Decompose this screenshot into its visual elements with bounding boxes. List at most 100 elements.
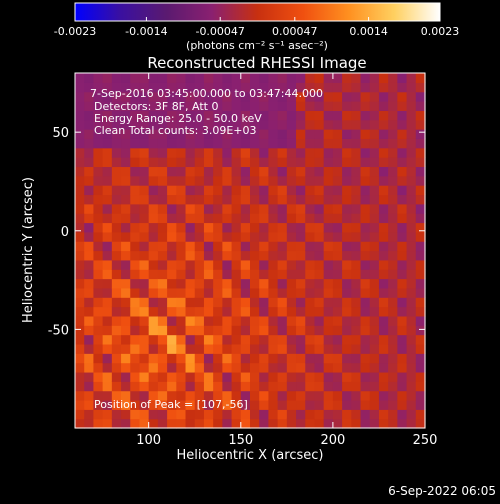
heatmap-cell	[296, 315, 306, 326]
heatmap-cell	[369, 213, 380, 224]
heatmap-cell	[148, 278, 159, 289]
heatmap-cell	[203, 119, 214, 130]
heatmap-cell	[240, 306, 251, 317]
colorbar-tick-label: -0.00047	[195, 25, 244, 38]
heatmap-cell	[185, 222, 196, 233]
heatmap-cell	[305, 194, 316, 205]
heatmap-cell	[222, 91, 233, 102]
heatmap-cell	[130, 371, 141, 382]
heatmap-cell	[213, 287, 223, 298]
heatmap-cell	[157, 269, 168, 280]
heatmap-cell	[323, 390, 334, 401]
heatmap-cell	[148, 101, 159, 111]
heatmap-cell	[176, 91, 187, 102]
heatmap-cell	[185, 213, 196, 224]
heatmap-cell	[323, 222, 334, 233]
heatmap-cell	[148, 166, 159, 177]
heatmap-cell	[222, 399, 233, 410]
heatmap-cell	[369, 203, 380, 214]
heatmap-cell	[222, 390, 233, 401]
heatmap-cell	[121, 241, 131, 252]
heatmap-cell	[176, 203, 187, 214]
heatmap-cell	[130, 203, 141, 214]
heatmap-cell	[323, 325, 334, 336]
heatmap-cell	[84, 101, 95, 111]
heatmap-cell	[222, 334, 233, 345]
heatmap-cell	[121, 399, 131, 410]
heatmap-cell	[75, 203, 85, 214]
heatmap-cell	[185, 418, 196, 429]
heatmap-cell	[213, 147, 223, 158]
heatmap-cell	[378, 185, 389, 196]
heatmap-cell	[388, 409, 398, 420]
heatmap-cell	[231, 250, 242, 261]
heatmap-cell	[203, 213, 214, 224]
heatmap-cell	[388, 203, 398, 214]
heatmap-cell	[203, 231, 214, 242]
heatmap-cell	[296, 250, 306, 261]
heatmap-cell	[268, 409, 279, 420]
heatmap-cell	[213, 259, 223, 270]
heatmap-cell	[222, 194, 233, 205]
heatmap-cell	[259, 157, 270, 168]
heatmap-cell	[250, 343, 260, 354]
heatmap-cell	[305, 343, 316, 354]
heatmap-cell	[259, 185, 270, 196]
heatmap-cell	[213, 166, 223, 177]
heatmap-cell	[259, 353, 270, 364]
heatmap-cell	[185, 297, 196, 308]
heatmap-cell	[185, 353, 196, 364]
heatmap-cell	[397, 371, 408, 382]
heatmap-cell	[148, 259, 159, 270]
heatmap-cell	[231, 399, 242, 410]
heatmap-cell	[286, 241, 297, 252]
heatmap-cell	[194, 315, 205, 326]
heatmap-cell	[415, 110, 426, 121]
heatmap-cell	[378, 166, 389, 177]
heatmap-cell	[231, 315, 242, 326]
heatmap-cell	[250, 399, 260, 410]
heatmap-cell	[148, 418, 159, 429]
heatmap-cell	[213, 73, 223, 83]
heatmap-cell	[286, 269, 297, 280]
heatmap-cell	[102, 371, 113, 382]
heatmap-cell	[84, 269, 95, 280]
heatmap-cell	[93, 73, 104, 83]
y-axis-label: Heliocentric Y (arcsec)	[21, 177, 36, 323]
heatmap-cell	[75, 175, 85, 186]
heatmap-cell	[176, 119, 187, 130]
heatmap-cell	[369, 306, 380, 317]
heatmap-cell	[342, 129, 352, 139]
heatmap-cell	[342, 203, 352, 214]
heatmap-cell	[397, 250, 408, 261]
heatmap-cell	[388, 278, 398, 289]
heatmap-cell	[213, 185, 223, 196]
heatmap-cell	[250, 269, 260, 280]
heatmap-cell	[378, 119, 389, 130]
heatmap-cell	[176, 250, 187, 261]
heatmap-cell	[277, 371, 288, 382]
heatmap-cell	[130, 362, 141, 373]
heatmap-cell	[102, 213, 113, 224]
heatmap-cell	[139, 175, 150, 186]
heatmap-cell	[268, 390, 279, 401]
heatmap-cell	[342, 371, 352, 382]
heatmap-cell	[314, 343, 325, 354]
heatmap-cell	[222, 129, 233, 139]
heatmap-cell	[369, 269, 380, 280]
heatmap-cell	[157, 390, 168, 401]
heatmap-cell	[332, 259, 343, 270]
heatmap-cell	[406, 399, 417, 410]
heatmap-cell	[148, 129, 159, 139]
heatmap-cell	[75, 166, 85, 177]
heatmap-cell	[231, 194, 242, 205]
heatmap-cell	[84, 343, 95, 354]
heatmap-cell	[397, 343, 408, 354]
heatmap-cell	[185, 399, 196, 410]
heatmap-cell	[213, 194, 223, 205]
heatmap-cell	[176, 222, 187, 233]
heatmap-cell	[268, 147, 279, 158]
heatmap-cell	[111, 157, 122, 168]
heatmap-cell	[93, 166, 104, 177]
heatmap-cell	[277, 353, 288, 364]
